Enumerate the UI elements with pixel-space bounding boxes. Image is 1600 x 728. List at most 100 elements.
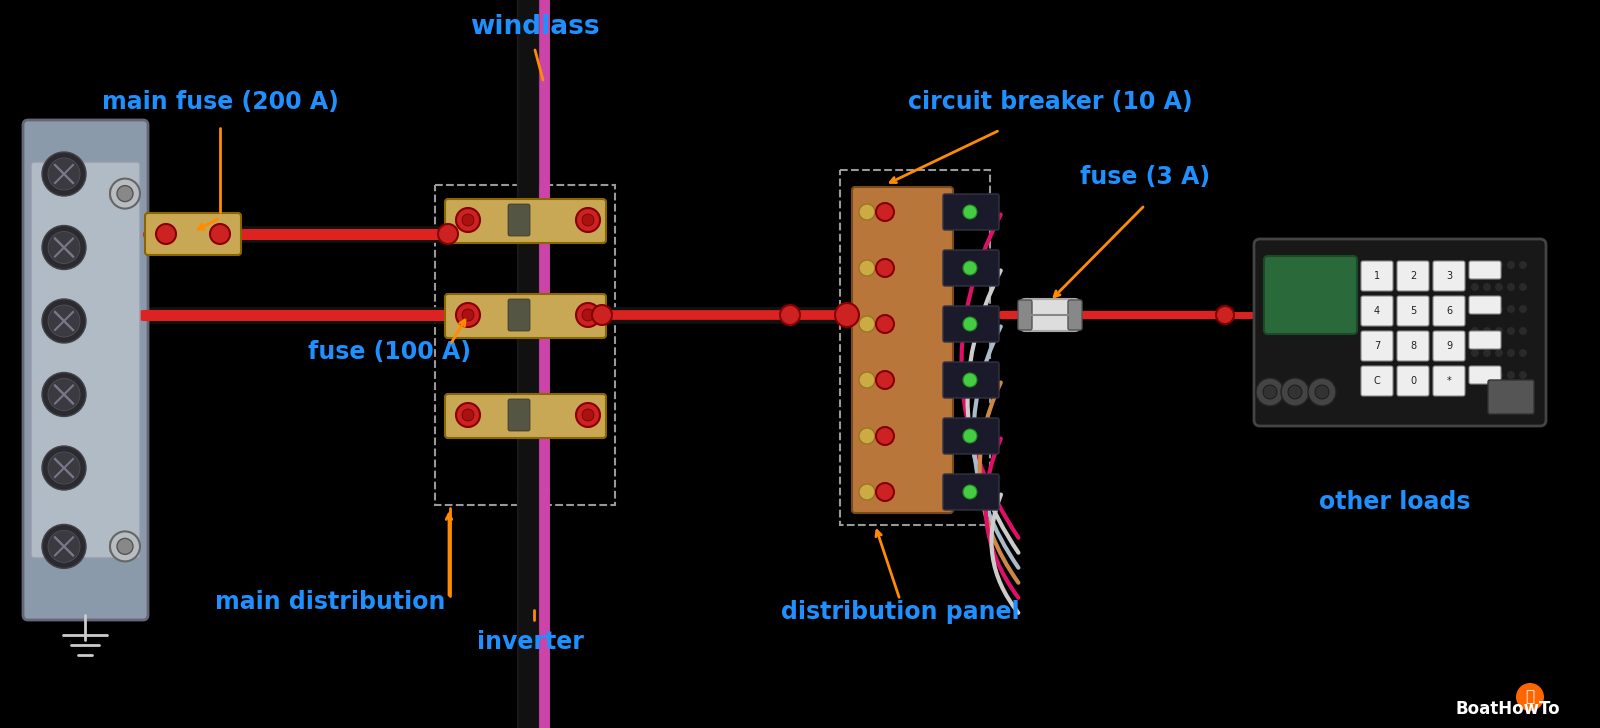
- Circle shape: [456, 303, 480, 327]
- Circle shape: [1517, 683, 1544, 711]
- Circle shape: [48, 531, 80, 563]
- Circle shape: [781, 305, 800, 325]
- Circle shape: [582, 214, 594, 226]
- FancyBboxPatch shape: [1434, 366, 1466, 396]
- Circle shape: [1507, 283, 1515, 291]
- FancyBboxPatch shape: [1362, 261, 1394, 291]
- Circle shape: [859, 372, 875, 388]
- Circle shape: [1518, 327, 1526, 335]
- FancyBboxPatch shape: [445, 199, 606, 243]
- Circle shape: [877, 427, 894, 445]
- Circle shape: [456, 208, 480, 232]
- Text: 3: 3: [1446, 271, 1453, 281]
- Circle shape: [1518, 305, 1526, 313]
- FancyBboxPatch shape: [509, 399, 530, 431]
- FancyBboxPatch shape: [1469, 331, 1501, 349]
- Circle shape: [859, 204, 875, 220]
- Circle shape: [859, 260, 875, 276]
- Circle shape: [1507, 261, 1515, 269]
- Circle shape: [48, 158, 80, 190]
- Circle shape: [1483, 261, 1491, 269]
- FancyBboxPatch shape: [146, 213, 242, 255]
- FancyBboxPatch shape: [1397, 296, 1429, 326]
- Circle shape: [1216, 306, 1234, 324]
- Circle shape: [1483, 305, 1491, 313]
- Circle shape: [42, 446, 86, 490]
- FancyBboxPatch shape: [110, 188, 130, 199]
- FancyBboxPatch shape: [851, 187, 954, 513]
- Text: 5: 5: [1410, 306, 1416, 316]
- Text: other loads: other loads: [1320, 490, 1470, 514]
- FancyBboxPatch shape: [110, 540, 130, 553]
- Circle shape: [42, 524, 86, 569]
- Circle shape: [1483, 283, 1491, 291]
- Circle shape: [110, 178, 141, 209]
- FancyBboxPatch shape: [509, 299, 530, 331]
- Circle shape: [1494, 327, 1502, 335]
- FancyBboxPatch shape: [942, 250, 998, 286]
- Circle shape: [1518, 283, 1526, 291]
- Circle shape: [1282, 378, 1309, 406]
- Circle shape: [1494, 261, 1502, 269]
- Circle shape: [1483, 349, 1491, 357]
- Text: fuse (100 A): fuse (100 A): [309, 340, 472, 364]
- Circle shape: [859, 428, 875, 444]
- Text: 1: 1: [1374, 271, 1381, 281]
- Text: ⛵: ⛵: [1525, 689, 1534, 705]
- Circle shape: [877, 259, 894, 277]
- Circle shape: [1494, 349, 1502, 357]
- Text: inverter: inverter: [477, 630, 584, 654]
- FancyBboxPatch shape: [1469, 261, 1501, 279]
- FancyBboxPatch shape: [1469, 366, 1501, 384]
- Circle shape: [117, 539, 133, 555]
- FancyBboxPatch shape: [445, 394, 606, 438]
- Circle shape: [1483, 371, 1491, 379]
- Circle shape: [42, 152, 86, 196]
- Circle shape: [582, 309, 594, 321]
- Circle shape: [877, 483, 894, 501]
- FancyBboxPatch shape: [942, 194, 998, 230]
- Text: 0: 0: [1410, 376, 1416, 386]
- Text: 7: 7: [1374, 341, 1381, 351]
- Circle shape: [210, 224, 230, 244]
- Text: 2: 2: [1410, 271, 1416, 281]
- Circle shape: [42, 299, 86, 343]
- Circle shape: [1483, 327, 1491, 335]
- Circle shape: [1494, 305, 1502, 313]
- Circle shape: [576, 303, 600, 327]
- Text: 8: 8: [1410, 341, 1416, 351]
- Circle shape: [576, 208, 600, 232]
- Circle shape: [1507, 305, 1515, 313]
- FancyBboxPatch shape: [1397, 366, 1429, 396]
- Circle shape: [582, 409, 594, 421]
- Circle shape: [963, 485, 978, 499]
- Circle shape: [1518, 371, 1526, 379]
- Text: BoatHowTo: BoatHowTo: [1456, 700, 1560, 718]
- Circle shape: [1494, 283, 1502, 291]
- Circle shape: [877, 203, 894, 221]
- Circle shape: [1309, 378, 1336, 406]
- FancyBboxPatch shape: [30, 162, 141, 558]
- Circle shape: [1470, 283, 1478, 291]
- FancyBboxPatch shape: [1254, 239, 1546, 426]
- Circle shape: [1470, 305, 1478, 313]
- Circle shape: [835, 303, 859, 327]
- FancyBboxPatch shape: [1397, 261, 1429, 291]
- Text: C: C: [1374, 376, 1381, 386]
- FancyBboxPatch shape: [445, 294, 606, 338]
- Circle shape: [859, 316, 875, 332]
- Circle shape: [859, 484, 875, 500]
- Circle shape: [877, 371, 894, 389]
- Circle shape: [1470, 327, 1478, 335]
- Circle shape: [1507, 349, 1515, 357]
- FancyBboxPatch shape: [1264, 256, 1357, 334]
- Circle shape: [963, 205, 978, 219]
- FancyBboxPatch shape: [942, 474, 998, 510]
- Circle shape: [48, 452, 80, 484]
- FancyBboxPatch shape: [1018, 300, 1032, 330]
- FancyBboxPatch shape: [22, 120, 147, 620]
- FancyBboxPatch shape: [1469, 296, 1501, 314]
- Text: 9: 9: [1446, 341, 1453, 351]
- Text: 4: 4: [1374, 306, 1381, 316]
- FancyBboxPatch shape: [1362, 366, 1394, 396]
